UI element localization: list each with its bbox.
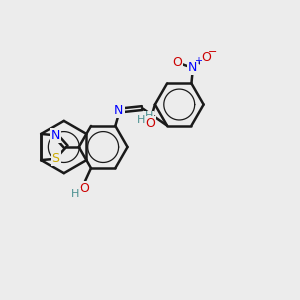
Text: S: S <box>52 152 59 165</box>
Text: H: H <box>144 111 153 122</box>
Text: H: H <box>71 189 80 199</box>
Text: O: O <box>201 51 211 64</box>
Text: N: N <box>114 104 124 117</box>
Text: +: + <box>194 56 202 66</box>
Text: −: − <box>208 46 218 57</box>
Text: O: O <box>80 182 89 195</box>
Text: O: O <box>145 117 155 130</box>
Text: N: N <box>51 129 60 142</box>
Text: O: O <box>172 56 182 69</box>
Text: N: N <box>188 61 198 74</box>
Text: H: H <box>137 115 145 125</box>
